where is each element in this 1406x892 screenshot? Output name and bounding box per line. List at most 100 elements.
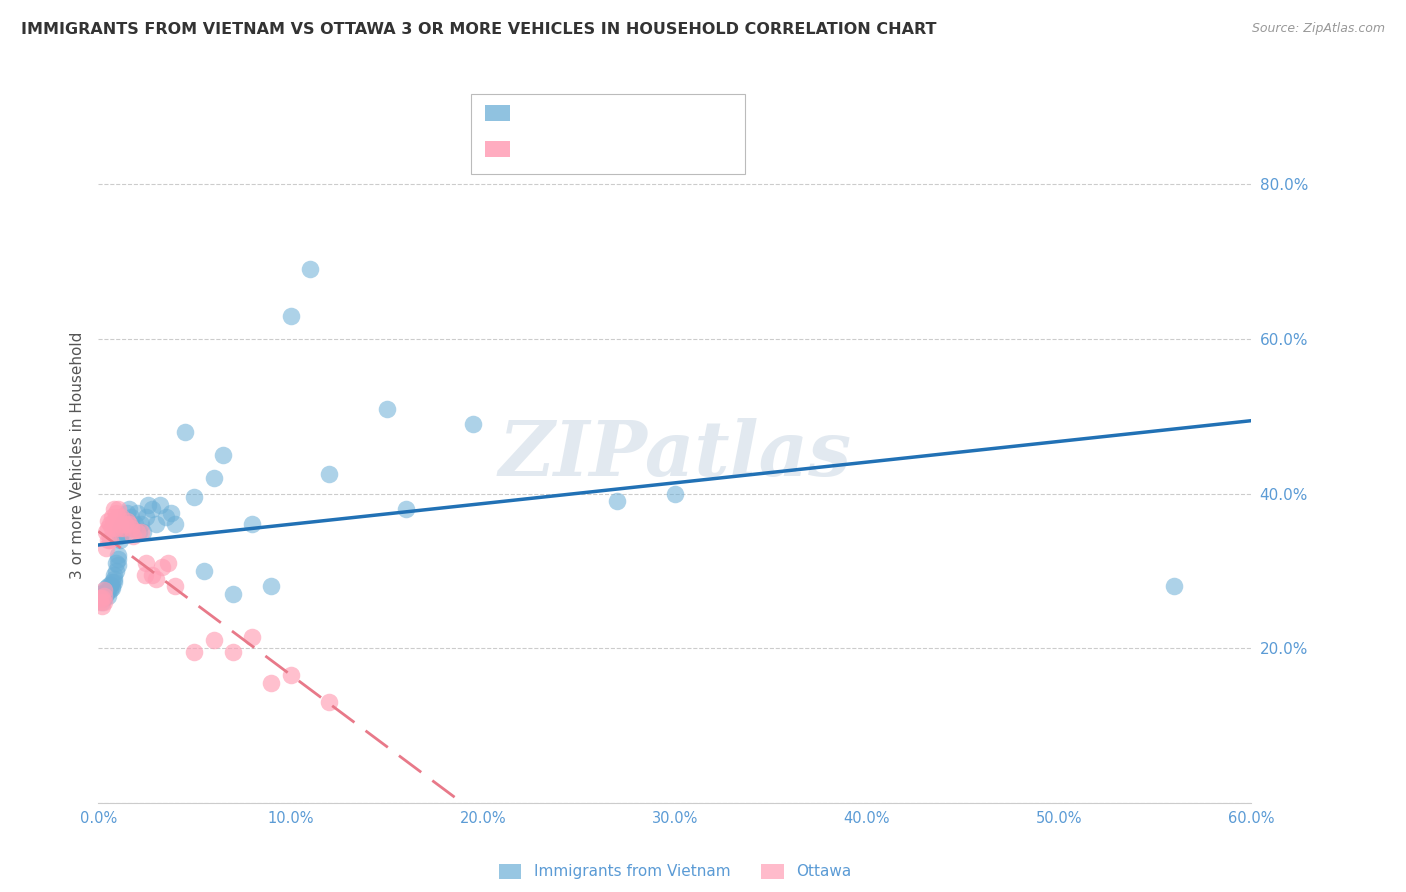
Point <box>122 529 145 543</box>
Point <box>280 309 302 323</box>
Point <box>165 517 187 532</box>
Point <box>120 521 142 535</box>
Point <box>89 595 111 609</box>
Point <box>375 401 398 416</box>
Point <box>135 509 157 524</box>
Point <box>1163 579 1185 593</box>
Point <box>94 525 117 540</box>
Point <box>117 517 139 532</box>
Point <box>103 572 125 586</box>
Point <box>103 567 125 582</box>
Point <box>193 564 215 578</box>
Point <box>89 591 111 605</box>
Point <box>91 591 114 605</box>
Point <box>131 525 153 540</box>
Point <box>318 695 340 709</box>
Point <box>107 549 129 563</box>
Point <box>97 579 120 593</box>
Point <box>93 589 115 603</box>
Point <box>94 581 117 595</box>
Point <box>89 587 111 601</box>
Text: 70: 70 <box>664 106 686 120</box>
Point <box>128 525 150 540</box>
Point <box>93 587 115 601</box>
Point <box>104 506 127 520</box>
Point <box>202 471 225 485</box>
Point <box>174 425 197 439</box>
Point <box>108 533 131 547</box>
Point <box>145 517 167 532</box>
Point <box>97 514 120 528</box>
Point <box>97 583 120 598</box>
Point <box>183 645 205 659</box>
Text: 0.251: 0.251 <box>558 142 609 156</box>
Point <box>107 552 129 566</box>
Point <box>108 521 131 535</box>
Point <box>160 506 183 520</box>
Point <box>104 564 127 578</box>
Point <box>118 517 141 532</box>
Point <box>138 498 160 512</box>
Point <box>91 589 114 603</box>
Point <box>129 525 152 540</box>
Point <box>107 558 129 572</box>
Point <box>117 506 139 520</box>
Point <box>125 506 148 520</box>
Point <box>606 494 628 508</box>
Point <box>212 448 235 462</box>
Point <box>260 579 283 593</box>
Text: R =: R = <box>520 106 555 120</box>
Point <box>93 583 115 598</box>
Point <box>240 517 263 532</box>
Point <box>112 521 135 535</box>
Point <box>103 575 125 590</box>
Point <box>145 572 167 586</box>
Point <box>120 509 142 524</box>
Point <box>395 502 418 516</box>
Point <box>664 486 686 500</box>
Text: 0.428: 0.428 <box>558 106 609 120</box>
Point <box>101 581 124 595</box>
Point <box>93 595 115 609</box>
Point <box>118 502 141 516</box>
Point <box>134 567 156 582</box>
Point <box>112 517 135 532</box>
Point <box>260 676 283 690</box>
Point <box>89 591 111 605</box>
Point <box>156 556 179 570</box>
Point <box>114 514 136 528</box>
Point <box>124 517 146 532</box>
Point <box>107 509 129 524</box>
Point <box>107 502 129 516</box>
Point <box>108 529 131 543</box>
Point <box>101 521 124 535</box>
Point <box>125 525 148 540</box>
Point <box>280 668 302 682</box>
Point <box>110 521 132 535</box>
Point <box>117 514 139 528</box>
Point <box>149 498 172 512</box>
Point <box>114 517 136 532</box>
Text: N =: N = <box>626 142 662 156</box>
Point <box>112 521 135 535</box>
Point <box>101 579 124 593</box>
Point <box>103 514 125 528</box>
Point <box>165 579 187 593</box>
Point <box>240 630 263 644</box>
Point <box>91 595 114 609</box>
Point <box>104 556 127 570</box>
Point <box>110 509 132 524</box>
Point <box>129 517 152 532</box>
Point <box>93 591 115 605</box>
Point <box>122 521 145 535</box>
Text: ZIPatlas: ZIPatlas <box>498 418 852 491</box>
Point <box>222 645 245 659</box>
Point <box>141 502 163 516</box>
Point <box>461 417 484 431</box>
Point <box>97 521 120 535</box>
Point <box>108 517 131 532</box>
Point <box>141 567 163 582</box>
Y-axis label: 3 or more Vehicles in Household: 3 or more Vehicles in Household <box>70 331 86 579</box>
Point <box>110 526 132 541</box>
Text: IMMIGRANTS FROM VIETNAM VS OTTAWA 3 OR MORE VEHICLES IN HOUSEHOLD CORRELATION CH: IMMIGRANTS FROM VIETNAM VS OTTAWA 3 OR M… <box>21 22 936 37</box>
